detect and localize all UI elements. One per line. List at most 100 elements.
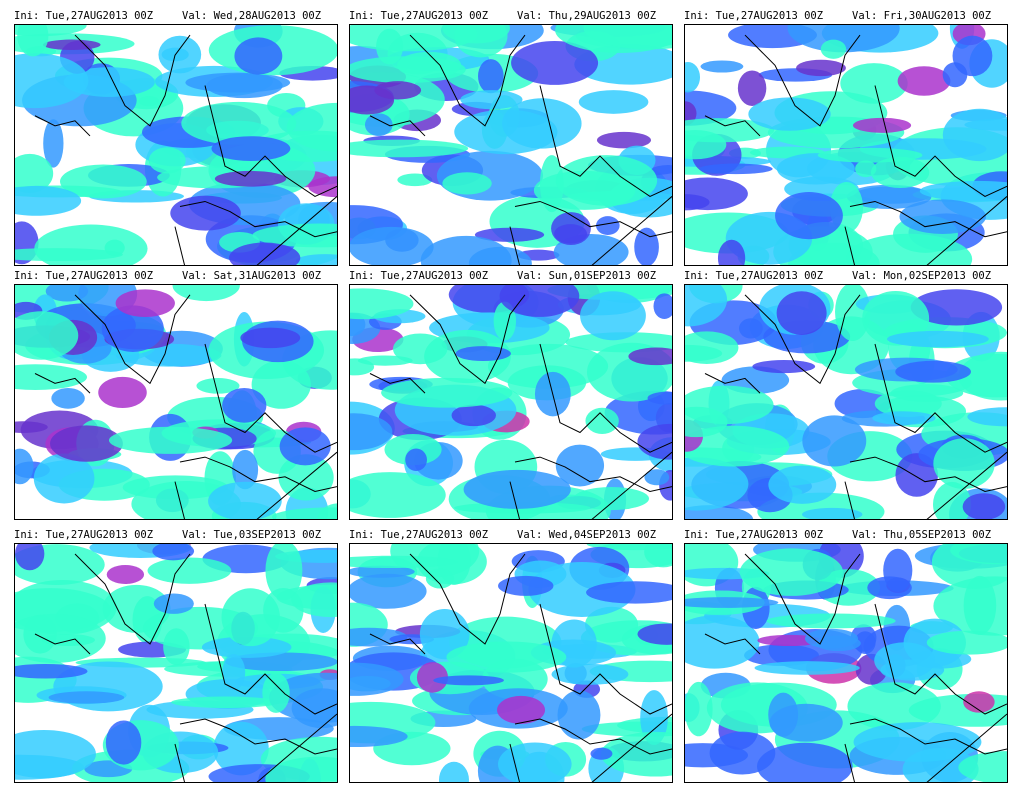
- precip-area: [963, 575, 997, 635]
- coastline: [539, 343, 672, 453]
- precip-area: [433, 675, 504, 686]
- precip-area: [685, 457, 749, 511]
- precip-area: [528, 561, 636, 617]
- precip-area: [585, 407, 619, 434]
- precip-area: [565, 332, 672, 353]
- coastline: [874, 85, 1007, 197]
- forecast-map: [684, 543, 1008, 783]
- coastline: [704, 633, 761, 655]
- precip-area: [931, 544, 1007, 589]
- coastline: [509, 481, 521, 519]
- coastline: [174, 481, 186, 519]
- precip-area: [350, 472, 446, 518]
- precip-area: [115, 289, 175, 318]
- precip-area: [685, 597, 779, 608]
- precip-area: [376, 28, 404, 65]
- precip-area: [381, 377, 513, 408]
- precip-area: [350, 288, 414, 320]
- map-canvas: [15, 25, 337, 265]
- precip-area: [963, 691, 995, 713]
- forecast-map: [14, 284, 338, 520]
- precip-area: [554, 224, 588, 244]
- coastline: [34, 115, 91, 137]
- precip-area: [578, 90, 649, 114]
- precip-area: [15, 311, 79, 360]
- precip-area: [897, 66, 951, 96]
- precip-area: [852, 117, 912, 133]
- precip-area: [580, 291, 646, 341]
- precip-area: [240, 327, 301, 349]
- precip-area: [685, 385, 774, 425]
- precip-area: [776, 153, 855, 185]
- precip-area: [59, 164, 147, 199]
- precip-area: [350, 662, 404, 696]
- coastline: [369, 633, 426, 655]
- init-time: Ini: Tue,27AUG2013 00Z: [684, 270, 824, 282]
- coastline: [926, 713, 1007, 782]
- precip-area: [796, 59, 846, 77]
- precip-area: [460, 90, 523, 110]
- precip-area: [425, 568, 455, 589]
- coastline: [74, 294, 191, 385]
- precip-area: [787, 25, 900, 53]
- precip-area: [926, 630, 1007, 655]
- init-time: Ini: Tue,27AUG2013 00Z: [349, 10, 489, 22]
- coastline: [844, 481, 856, 519]
- precip-area: [350, 573, 427, 609]
- precip-area: [15, 544, 45, 571]
- precip-area: [967, 407, 1007, 427]
- precip-area: [15, 53, 89, 109]
- precip-area: [870, 156, 930, 189]
- precip-area: [272, 507, 337, 519]
- precip-area: [419, 608, 470, 660]
- precip-area: [739, 548, 844, 596]
- precip-area: [222, 654, 246, 691]
- forecast-map: [684, 284, 1008, 520]
- coastline: [204, 85, 337, 197]
- precip-area: [493, 301, 517, 341]
- precip-area: [350, 555, 458, 569]
- precip-area: [350, 139, 469, 158]
- precip-area: [15, 663, 88, 679]
- precip-area: [933, 438, 995, 489]
- precip-area: [279, 427, 331, 466]
- precip-area: [397, 173, 433, 187]
- coastline: [591, 713, 672, 782]
- precip-area: [252, 223, 337, 248]
- precip-area: [234, 37, 283, 75]
- precip-area: [15, 153, 54, 193]
- precip-area: [685, 331, 739, 364]
- precip-area: [208, 481, 282, 519]
- precip-area: [637, 423, 672, 460]
- precip-area: [138, 95, 160, 107]
- precip-area: [685, 177, 748, 211]
- map-canvas: [685, 544, 1007, 782]
- precip-area: [214, 170, 287, 187]
- coastline: [204, 603, 337, 715]
- precip-area: [265, 756, 337, 782]
- coastline: [926, 196, 1007, 265]
- precip-area: [748, 97, 831, 131]
- precip-area: [350, 358, 375, 376]
- coastline: [744, 294, 861, 385]
- map-canvas: [15, 285, 337, 519]
- precip-area: [962, 493, 1006, 519]
- coastline: [514, 456, 672, 493]
- precip-area: [497, 695, 546, 724]
- precip-area: [644, 544, 672, 568]
- precip-area: [278, 454, 334, 501]
- precip-area: [685, 285, 728, 327]
- coastline: [849, 456, 1007, 493]
- precip-area: [802, 507, 863, 519]
- coastline: [409, 553, 526, 645]
- map-canvas: [350, 25, 672, 265]
- precip-area: [802, 415, 867, 467]
- precip-area: [499, 285, 580, 317]
- precip-area: [454, 109, 558, 155]
- forecast-map: [349, 24, 673, 266]
- precip-area: [350, 565, 415, 578]
- precip-area: [498, 742, 572, 782]
- precip-area: [222, 387, 267, 423]
- precip-area: [775, 191, 843, 240]
- precip-area: [41, 634, 95, 646]
